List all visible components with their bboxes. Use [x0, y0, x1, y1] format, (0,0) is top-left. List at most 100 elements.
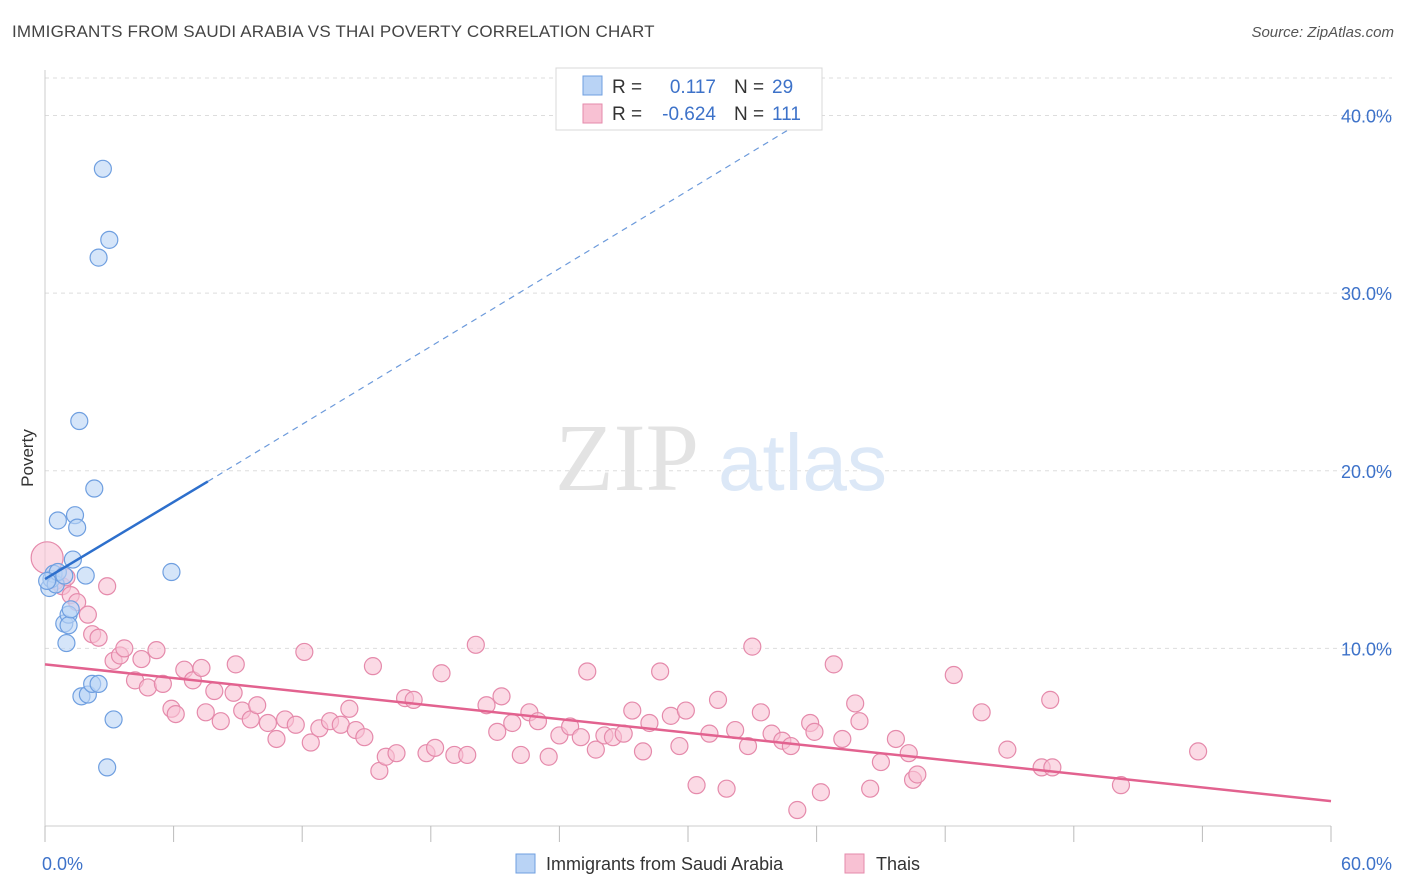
thais-point	[153, 674, 172, 694]
x-tick-label-min: 0.0%	[42, 854, 83, 874]
y-tick-labels: 10.0% 20.0% 30.0% 40.0%	[1341, 107, 1392, 660]
legend-n-value-2: 111	[772, 104, 801, 125]
thais-point	[477, 696, 496, 715]
saudi-point	[100, 230, 119, 249]
thais-point	[267, 729, 286, 749]
thais-points	[30, 541, 1208, 820]
bottom-legend-swatch-pink	[844, 853, 865, 874]
thais-point	[788, 800, 807, 820]
thais-point	[258, 713, 278, 733]
thais-point	[738, 736, 758, 756]
saudi-point	[89, 674, 108, 694]
thais-point	[224, 683, 243, 702]
legend-swatch-blue	[582, 75, 603, 96]
thais-point	[387, 744, 406, 763]
bottom-legend-label-thais: Thais	[876, 854, 920, 874]
saudi-point	[48, 511, 67, 530]
thais-point	[717, 779, 736, 798]
thais-point	[458, 745, 477, 765]
legend-r-value-1: 0.117	[670, 77, 716, 98]
thais-point	[998, 740, 1017, 759]
thais-point	[833, 729, 852, 749]
y-axis-label: Poverty	[18, 429, 37, 487]
saudi-point	[104, 710, 123, 729]
legend-n-value-1: 29	[772, 77, 793, 98]
thais-point	[166, 704, 185, 724]
thais-point	[205, 681, 224, 701]
thais-point	[492, 687, 511, 706]
thais-point	[196, 703, 215, 722]
saudi-point	[76, 566, 95, 585]
thais-point	[488, 722, 507, 741]
thais-point	[432, 664, 451, 683]
thais-point	[89, 628, 108, 647]
thais-point	[676, 701, 695, 720]
legend-n-label-2: N =	[734, 104, 764, 125]
y-tick-label: 10.0%	[1341, 639, 1392, 659]
series-legend: Immigrants from Saudi Arabia Thais	[515, 853, 920, 874]
thais-point	[850, 712, 869, 731]
thais-point	[633, 742, 653, 761]
thais-point	[301, 733, 320, 752]
thais-point	[511, 745, 530, 765]
chart-title: IMMIGRANTS FROM SAUDI ARABIA VS THAI POV…	[12, 22, 655, 41]
thais-point	[886, 729, 906, 749]
thais-point	[286, 715, 305, 734]
legend-r-value-2: -0.624	[662, 104, 716, 125]
saudi-trend-extension	[207, 123, 798, 482]
chart-source: Source: ZipAtlas.com	[1251, 24, 1394, 41]
thais-point	[295, 642, 314, 662]
thais-point	[425, 738, 445, 757]
saudi-point	[85, 479, 104, 498]
thais-point	[781, 736, 800, 756]
thais-point	[708, 690, 728, 709]
thais-point	[751, 703, 770, 722]
saudi-point	[98, 758, 117, 777]
gridlines	[45, 77, 1392, 649]
thais-point	[98, 577, 117, 596]
thais-point	[466, 635, 485, 654]
saudi-point	[55, 566, 74, 585]
thais-point	[192, 658, 211, 678]
thais-point	[147, 641, 166, 660]
watermark-atlas: atlas	[718, 418, 887, 507]
saudi-point	[89, 248, 108, 267]
thais-point	[846, 694, 865, 713]
thais-point	[1111, 776, 1131, 795]
y-tick-label: 20.0%	[1341, 462, 1392, 482]
thais-point	[824, 655, 843, 674]
thais-point	[248, 696, 267, 715]
thais-point	[404, 690, 423, 709]
y-tick-label: 40.0%	[1341, 107, 1392, 127]
thais-point	[340, 699, 359, 718]
thais-point	[1189, 742, 1208, 761]
thais-point	[138, 678, 157, 697]
thais-point	[578, 662, 597, 681]
bottom-legend-label-saudi: Immigrants from Saudi Arabia	[546, 854, 784, 874]
thais-point	[651, 662, 670, 681]
thais-point	[586, 740, 605, 759]
watermark-zip: ZIP	[555, 404, 699, 511]
thais-point	[355, 728, 374, 747]
thais-point	[861, 779, 880, 798]
legend-r-label-2: R =	[612, 104, 642, 125]
saudi-point	[93, 159, 112, 178]
thais-point	[571, 728, 590, 747]
saudi-trend-line	[44, 480, 209, 581]
saudi-point	[68, 518, 87, 537]
thais-point	[743, 637, 762, 656]
thais-point	[503, 713, 522, 733]
thais-point	[132, 649, 151, 669]
thais-point	[972, 703, 991, 722]
thais-point	[226, 655, 245, 674]
thais-trend-line	[44, 663, 1332, 803]
thais-point	[908, 765, 927, 784]
thais-point	[363, 657, 383, 676]
legend-swatch-pink	[582, 103, 603, 124]
thais-point	[539, 747, 558, 766]
y-tick-label: 30.0%	[1341, 284, 1392, 304]
thais-point	[78, 605, 97, 624]
thais-point	[811, 783, 830, 802]
trend-lines	[44, 123, 1332, 803]
